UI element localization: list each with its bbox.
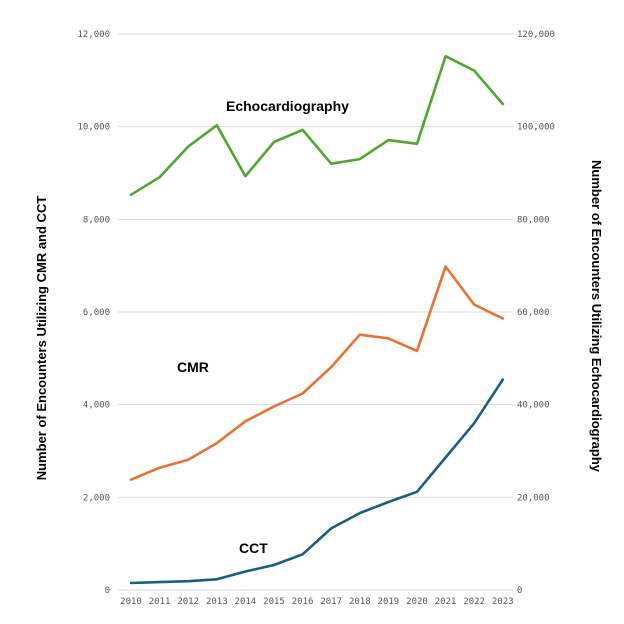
x-tick-label: 2018	[349, 597, 371, 607]
x-axis-ticks: 2010 2011 2012 2013 2014 2015 2016 2017 2018 2019…	[120, 597, 513, 607]
x-tick-label: 2010	[120, 597, 142, 607]
right-tick-label: 40,000	[517, 401, 550, 411]
x-tick-label: 2023	[492, 597, 514, 607]
x-tick-label: 2022	[463, 597, 485, 607]
series-lines	[129, 54, 505, 585]
x-tick-label: 2021	[435, 597, 457, 607]
x-tick-label: 2020	[406, 597, 428, 607]
x-tick-label: 2012	[177, 597, 199, 607]
x-tick-label: 2014	[235, 597, 257, 607]
left-axis-title: Number of Encounters Utilizing CMR and C…	[34, 196, 49, 481]
left-tick-label: 8,000	[83, 215, 110, 225]
right-tick-label: 120,000	[517, 30, 555, 40]
left-tick-label: 4,000	[83, 401, 110, 411]
right-tick-label: 60,000	[517, 308, 550, 318]
series-line-cmr	[129, 265, 505, 482]
series-labels: Echocardiography CMR CCT	[177, 98, 349, 556]
grid-lines	[118, 33, 513, 591]
series-label-cmr: CMR	[177, 359, 209, 375]
x-tick-label: 2011	[149, 597, 171, 607]
left-tick-label: 12,000	[77, 30, 110, 40]
series-label-echocardiography: Echocardiography	[226, 98, 349, 114]
x-tick-label: 2019	[378, 597, 400, 607]
left-tick-label: 2,000	[83, 493, 110, 503]
left-tick-label: 10,000	[77, 123, 110, 133]
series-line-echocardiography	[129, 54, 505, 197]
right-tick-label: 80,000	[517, 215, 550, 225]
series-line-cct	[129, 378, 505, 585]
right-tick-label: 100,000	[517, 123, 555, 133]
series-label-cct: CCT	[239, 540, 268, 556]
x-tick-label: 2016	[292, 597, 314, 607]
x-tick-label: 2017	[320, 597, 342, 607]
right-axis-title: Number of Encounters Utilizing Echocardi…	[589, 160, 604, 473]
right-tick-label: 0	[517, 586, 522, 596]
left-axis-ticks: 0 2,000 4,000 6,000 8,000 10,000 12,000	[77, 30, 110, 596]
right-axis-ticks: 0 20,000 40,000 60,000 80,000 100,000 120,000	[517, 30, 555, 596]
x-tick-label: 2015	[263, 597, 285, 607]
x-tick-label: 2013	[206, 597, 228, 607]
right-tick-label: 20,000	[517, 493, 550, 503]
left-tick-label: 6,000	[83, 308, 110, 318]
left-tick-label: 0	[105, 586, 110, 596]
